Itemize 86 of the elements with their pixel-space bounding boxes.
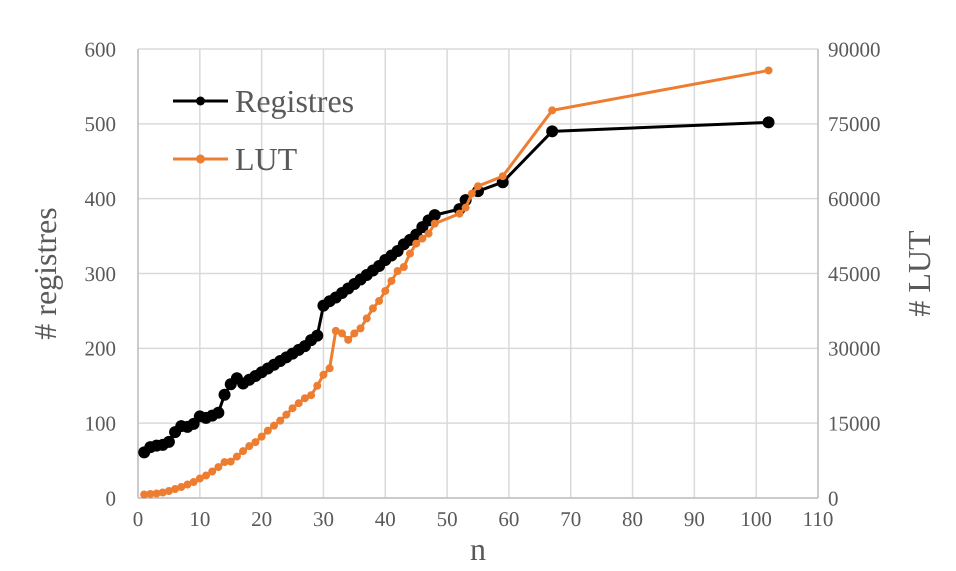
point (424, 230, 433, 238)
point (394, 267, 402, 276)
y2-tick-label: 30000 (828, 336, 880, 361)
point (381, 286, 390, 295)
point (239, 447, 248, 456)
point (313, 382, 322, 390)
point (326, 364, 334, 372)
point (428, 209, 441, 222)
y-tick-label: 0 (106, 486, 116, 510)
point (406, 250, 414, 258)
x-tick-label: 20 (251, 507, 272, 531)
point (400, 263, 408, 272)
x-tick-label: 80 (622, 507, 644, 531)
point (162, 436, 175, 448)
y2-tick-label: 45000 (828, 262, 880, 286)
point (468, 190, 476, 198)
legend-label: LUT (235, 141, 298, 178)
x-tick-label: 40 (374, 507, 396, 531)
point (462, 204, 470, 212)
point (183, 480, 192, 489)
x-tick-label: 0 (132, 507, 144, 531)
point (764, 66, 773, 74)
y-tick-label: 100 (84, 412, 116, 436)
y-tick-label: 400 (84, 187, 116, 212)
point (332, 326, 340, 335)
point (362, 314, 371, 322)
x-tick-label: 10 (189, 507, 210, 531)
y-tick-label: 500 (84, 112, 116, 136)
y2-axis-title: # LUT (901, 230, 937, 317)
point (548, 106, 556, 114)
point (282, 410, 290, 419)
point (232, 452, 241, 461)
point (212, 406, 224, 419)
legend-label: Registres (235, 83, 354, 120)
point (218, 388, 231, 401)
x-tick-label: 70 (560, 507, 582, 531)
y2-tick-label: 60000 (828, 187, 880, 212)
x-tick-label: 30 (312, 507, 334, 531)
point (288, 404, 297, 412)
y2-tick-label: 90000 (828, 37, 880, 62)
point (455, 210, 464, 218)
x-axis-title: n (470, 531, 486, 567)
point (412, 240, 420, 248)
y2-tick-label: 15000 (828, 412, 880, 436)
point (202, 472, 210, 480)
point (311, 330, 324, 342)
point (208, 468, 216, 476)
point (226, 458, 235, 466)
point (245, 442, 254, 450)
point (190, 478, 198, 486)
point (171, 485, 180, 494)
y-tick-label: 300 (84, 262, 116, 286)
point (294, 399, 303, 408)
point (350, 329, 358, 338)
point (214, 463, 222, 472)
point (188, 418, 200, 430)
point (344, 336, 352, 344)
point (251, 438, 260, 446)
x-tick-label: 100 (740, 507, 772, 531)
point (258, 432, 266, 441)
point (546, 125, 558, 138)
y-axis-title: # registres (27, 207, 63, 340)
point (270, 422, 278, 430)
y-tick-label: 600 (84, 37, 116, 62)
x-tick-label: 60 (498, 507, 520, 531)
y-tick-label: 200 (84, 336, 116, 361)
point (418, 234, 426, 243)
point (387, 276, 396, 285)
point (368, 304, 377, 312)
x-tick-label: 50 (436, 507, 458, 531)
y2-tick-label: 75000 (828, 112, 880, 136)
point (300, 394, 309, 402)
point (264, 426, 272, 435)
point (338, 329, 346, 338)
point (430, 220, 439, 228)
point (375, 296, 384, 305)
point (762, 116, 775, 128)
x-tick-label: 90 (684, 507, 705, 531)
point (177, 483, 186, 492)
point (356, 324, 365, 332)
point (307, 391, 316, 400)
point (276, 416, 284, 425)
point (474, 182, 482, 190)
point (498, 172, 507, 180)
point (196, 474, 204, 483)
point (319, 370, 328, 379)
